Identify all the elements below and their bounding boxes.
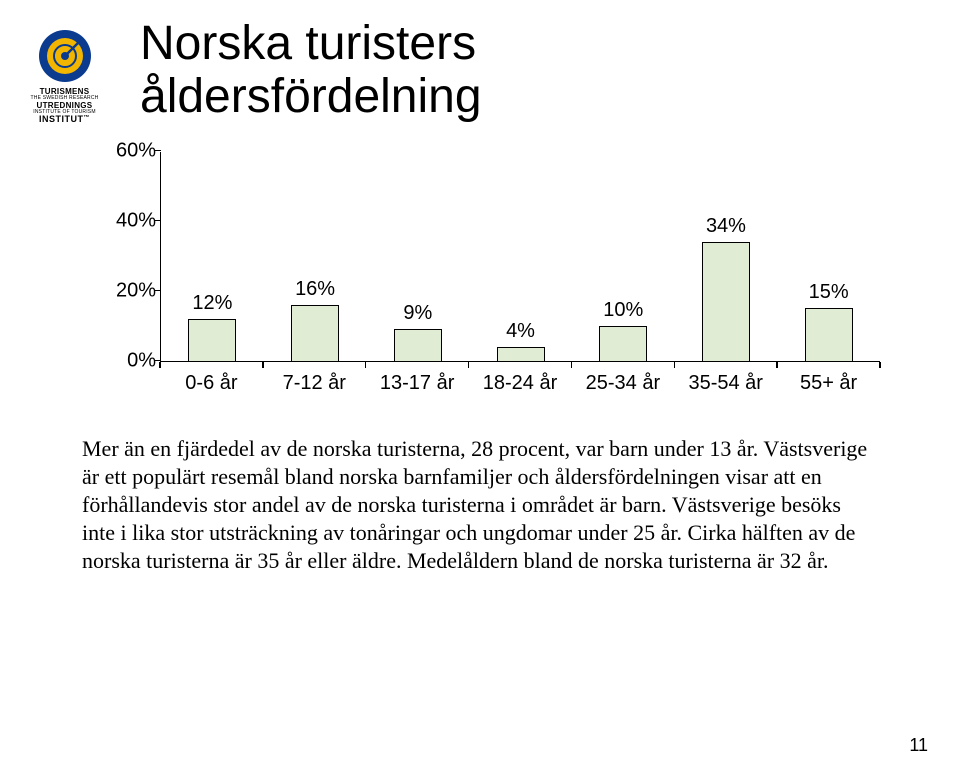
bar-slot: 15% [777,152,880,361]
bar [394,329,442,361]
bar-slot: 12% [161,152,264,361]
bar [702,242,750,361]
logo-text: TURISMENS THE SWEDISH RESEARCH UTREDNING… [22,88,107,125]
logo-line5: INSTITUT™ [22,115,107,124]
x-axis-tick-label: 25-34 år [571,366,674,395]
title-line1: Norska turisters [140,17,476,70]
bar-slot: 34% [675,152,778,361]
bar-slot: 10% [572,152,675,361]
bar [805,308,853,361]
age-distribution-chart: 12%16%9%4%10%34%15% 0%20%40%60% 0-6 år7-… [160,152,880,395]
x-axis-tick-label: 35-54 år [674,366,777,395]
bar [599,326,647,361]
y-axis-tick-label: 40% [106,209,156,232]
bar-value-label: 12% [161,292,264,315]
x-axis-tick-label: 0-6 år [160,366,263,395]
bar [188,319,236,361]
bar-value-label: 4% [469,320,572,343]
bar [291,305,339,361]
body-text: Mer än en fjärdedel av de norska turiste… [82,435,878,576]
bar-slot: 9% [366,152,469,361]
bar-slot: 4% [469,152,572,361]
page-title: Norska turisters åldersfördelning [140,18,920,124]
x-axis-tick-label: 55+ år [777,366,880,395]
bar-value-label: 10% [572,299,675,322]
page-number: 11 [909,735,928,756]
x-axis-tick-label: 13-17 år [366,366,469,395]
title-line2: åldersfördelning [140,70,482,123]
y-axis-tick-label: 0% [106,349,156,372]
y-axis-tick-label: 20% [106,279,156,302]
bar-value-label: 9% [366,302,469,325]
bar-value-label: 15% [777,281,880,304]
x-axis-tick-label: 18-24 år [469,366,572,395]
y-axis-tick-label: 60% [106,139,156,162]
bar-slot: 16% [264,152,367,361]
bar [497,347,545,361]
bar-value-label: 16% [264,278,367,301]
logo: TURISMENS THE SWEDISH RESEARCH UTREDNING… [22,28,107,125]
bar-value-label: 34% [675,215,778,238]
logo-icon [37,28,93,84]
x-axis-tick-label: 7-12 år [263,366,366,395]
